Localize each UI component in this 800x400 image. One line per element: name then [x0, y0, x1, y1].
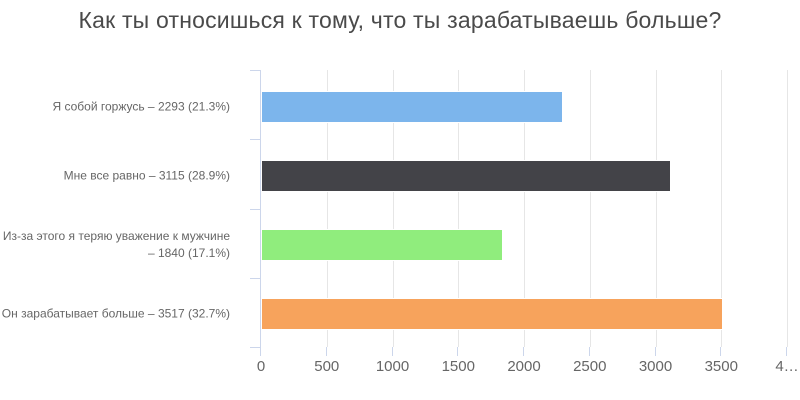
x-tick-label: 500	[314, 358, 340, 375]
x-axis-tick	[391, 347, 393, 356]
category-tick	[250, 70, 260, 71]
x-tick-label: 2000	[507, 358, 541, 375]
x-tick-label: 0	[256, 358, 266, 375]
gridline	[589, 70, 591, 347]
x-axis-tick	[786, 347, 787, 356]
bar-4[interactable]	[261, 298, 723, 330]
category-label: Из-за этого я теряю уважение к мужчине –…	[2, 229, 230, 260]
gridline	[524, 70, 525, 347]
category-tick	[250, 139, 260, 140]
category-label: Я собой горжусь – 2293 (21.3%)	[52, 99, 230, 114]
category-label: Он зарабатывает больше – 3517 (32.7%)	[1, 306, 230, 321]
y-axis-line	[260, 70, 261, 347]
category-tick	[250, 347, 260, 348]
x-tick-label: 1000	[375, 358, 410, 375]
x-tick-label: 1500	[441, 358, 475, 375]
x-axis-tick	[654, 347, 656, 356]
x-axis-tick	[457, 347, 459, 356]
x-axis-tick	[325, 347, 327, 356]
x-axis-tick	[720, 347, 722, 356]
bar-3[interactable]	[261, 229, 503, 261]
category-label: Мне все равно – 3115 (28.9%)	[63, 168, 230, 183]
gridline	[458, 70, 460, 347]
x-axis-tick	[260, 347, 261, 356]
chart-title: Как ты относишься к тому, что ты зарабат…	[78, 7, 722, 33]
gridline	[655, 70, 657, 347]
x-tick-label: 3000	[638, 358, 673, 375]
gridline	[392, 70, 394, 347]
category-tick	[250, 278, 260, 279]
x-tick-label: 3500	[704, 358, 738, 375]
bar-1[interactable]	[261, 91, 563, 123]
plot-area: 0 500 1000 1500 2000 2500 3000 3500 4… Я собой го…	[2, 70, 799, 375]
x-axis-tick	[588, 347, 590, 356]
category-tick	[250, 209, 260, 210]
bar-2[interactable]	[261, 160, 671, 192]
gridline	[721, 70, 723, 347]
x-tick-label: 4…	[775, 358, 799, 375]
x-axis-tick	[523, 347, 524, 356]
x-tick-label: 2500	[573, 358, 607, 375]
gridline	[326, 70, 328, 347]
gridline	[787, 70, 788, 347]
